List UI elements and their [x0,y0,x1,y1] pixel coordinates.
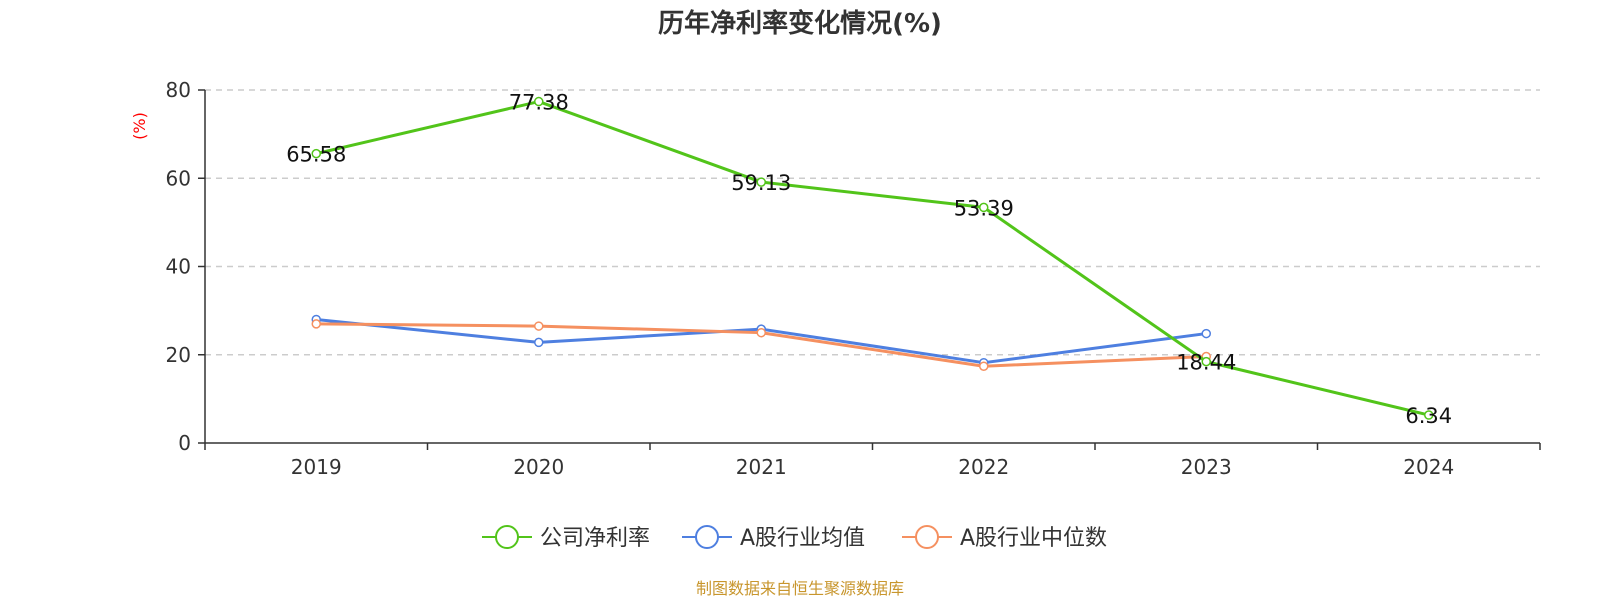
y-tick-label: 40 [166,255,191,279]
data-label: 65.58 [286,143,346,167]
series-lines [311,96,1434,420]
data-point [1201,328,1211,339]
chart-title: 历年净利率变化情况(%) [658,8,942,39]
data-point [979,202,989,213]
y-tick-label: 0 [178,431,191,455]
x-tick-label: 2023 [1181,455,1232,479]
data-label: 6.34 [1405,404,1452,428]
data-point [756,327,766,338]
y-tick-label: 80 [166,78,191,102]
data-point [1424,410,1434,420]
data-point [534,321,544,331]
legend-marker [915,525,939,549]
x-tick-label: 2019 [291,455,342,479]
data-point [534,337,544,348]
data-label: 59.13 [731,171,791,195]
y-tick-label: 20 [166,343,191,367]
y-axis-label: (%) [130,112,149,140]
data-labels: 65.58 77.38 59.13 53.39 18.44 6.34 [286,91,1452,428]
legend-item: A股行业中位数 [902,525,1107,551]
data-point [534,96,544,107]
legend-item: A股行业均值 [682,525,865,551]
data-point [311,319,321,329]
data-point [311,148,321,159]
legend-label: A股行业均值 [740,526,865,551]
data-point [1201,356,1211,367]
legend-label: A股行业中位数 [960,526,1107,551]
legend-label: 公司净利率 [540,526,650,551]
data-point [756,177,766,187]
legend-item: 公司净利率 [482,525,650,551]
legend-marker [695,525,719,549]
data-point [979,361,989,371]
legend: 公司净利率 A股行业均值 A股行业中位数 [482,525,1107,551]
grid-lines [205,89,1540,356]
series-line [315,100,1430,417]
data-label: 77.38 [509,91,569,115]
data-label: 18.44 [1176,351,1236,375]
y-tick-label: 60 [166,166,191,190]
data-label: 53.39 [954,196,1014,220]
source-note: 制图数据来自恒生聚源数据库 [696,579,904,598]
axes: 0 20 40 60 80 2019 2020 2021 2022 2023 2024 [166,78,1541,479]
legend-marker [495,525,519,549]
x-tick-label: 2024 [1403,455,1454,479]
x-tick-label: 2020 [513,455,564,479]
x-tick-label: 2022 [958,455,1009,479]
x-tick-label: 2021 [736,455,787,479]
